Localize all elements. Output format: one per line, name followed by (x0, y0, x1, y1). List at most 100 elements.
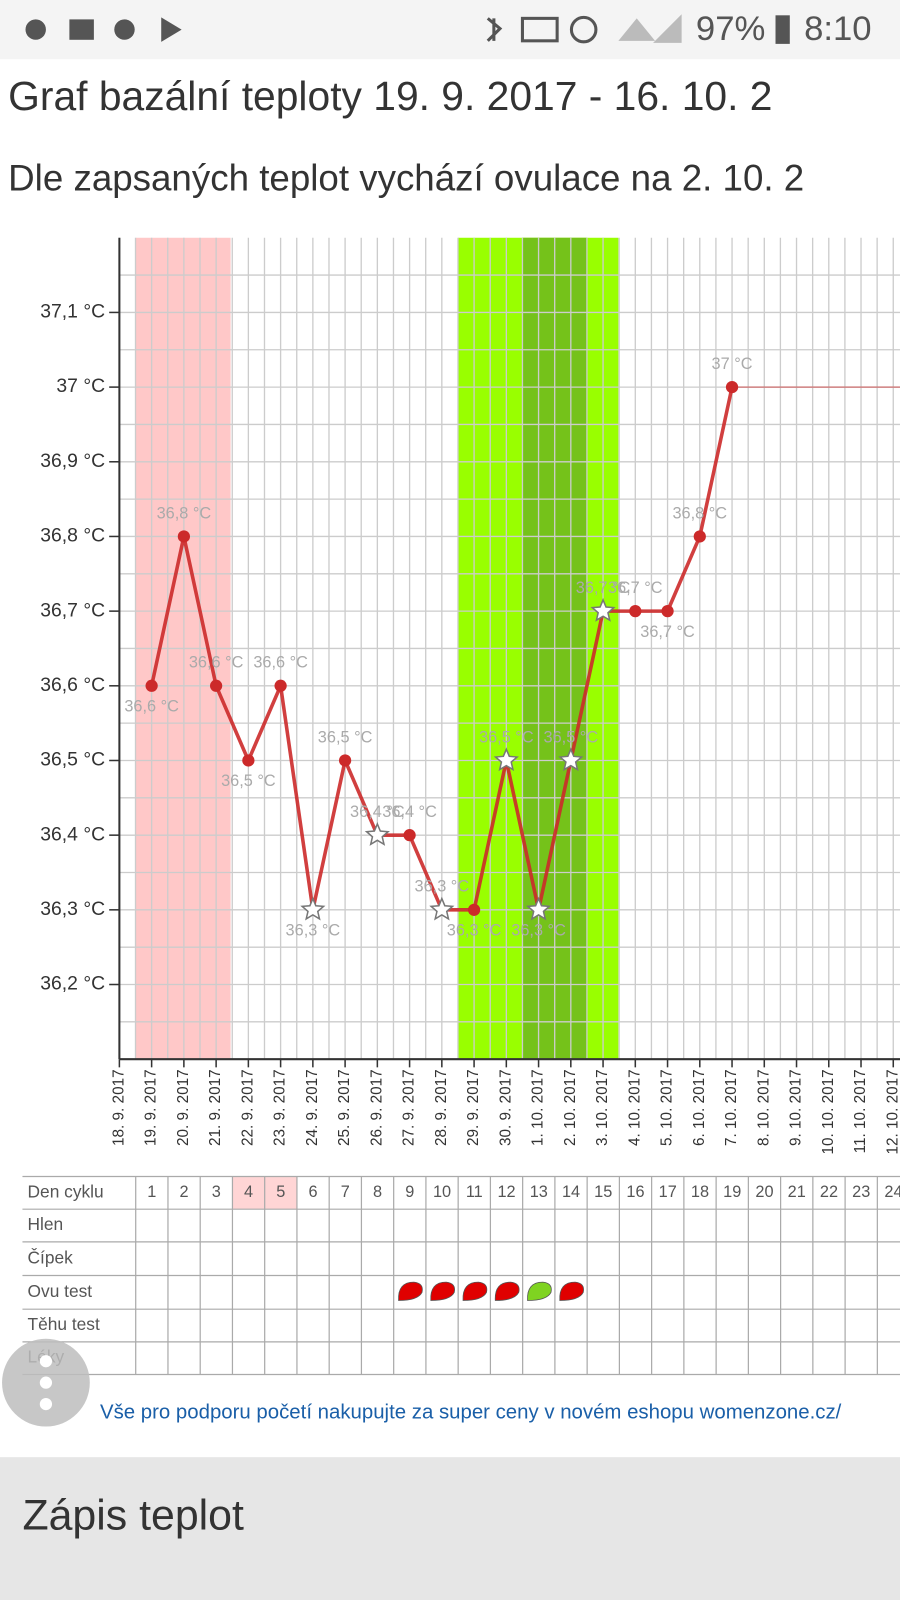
x-tick-label: 6. 10. 2017 (691, 1069, 708, 1146)
alarm-icon (569, 15, 598, 44)
x-tick-label: 23. 9. 2017 (272, 1069, 289, 1146)
value-label: 36,7 °C (608, 579, 663, 597)
x-tick-label: 25. 9. 2017 (336, 1069, 353, 1146)
value-label: 36,3 °C (415, 878, 470, 896)
shop-link[interactable]: Vše pro podporu početí nakupujte za supe… (100, 1402, 842, 1424)
row-label: Čípek (28, 1247, 74, 1267)
value-label: 36,7 °C (640, 623, 695, 641)
value-label: 36,4 °C (350, 803, 405, 821)
data-point (403, 829, 416, 842)
x-tick-label: 21. 9. 2017 (207, 1069, 224, 1146)
cycle-day: 5 (276, 1183, 285, 1201)
x-tick-label: 24. 9. 2017 (304, 1069, 321, 1146)
star-point (558, 747, 584, 772)
cycle-day: 20 (755, 1183, 773, 1201)
value-label: 36,5 °C (479, 728, 534, 746)
star-point (493, 747, 519, 772)
value-label: 36,8 °C (157, 504, 212, 522)
plot: 36,2 °C 36,3 °C 36,4 °C 36,5 °C 36,6 °C 36,7 … (40, 237, 900, 1154)
x-tick-label: 29. 9. 2017 (465, 1069, 482, 1146)
wifi-icon (618, 18, 656, 41)
y-tick-label: 36,6 °C (40, 674, 105, 696)
ovu-test-icon (494, 1281, 520, 1301)
cycle-day: 13 (530, 1183, 548, 1201)
ovu-test-icon (398, 1281, 423, 1301)
ovu-test-icon (462, 1281, 488, 1301)
dot (39, 1355, 53, 1368)
x-tick-label: 4. 10. 2017 (626, 1069, 643, 1146)
page-title: Graf bazální teploty 19. 9. 2017 - 16. 1… (8, 73, 772, 119)
dot (39, 1376, 53, 1389)
data-point (629, 605, 642, 618)
cycle-day: 11 (466, 1183, 483, 1201)
value-label: 36,6 °C (189, 654, 244, 672)
x-tick-label: 2. 10. 2017 (562, 1069, 579, 1146)
value-label: 36,6 °C (253, 654, 308, 672)
cycle-day: 10 (433, 1183, 451, 1201)
data-point (145, 679, 158, 692)
mute-icon (520, 16, 559, 43)
data-point (467, 903, 481, 916)
cycle-day: 16 (626, 1183, 644, 1201)
star-point (300, 896, 326, 921)
icon (69, 19, 94, 40)
value-label: 37 °C (712, 355, 753, 373)
cycle-day: 24 (884, 1183, 900, 1201)
y-tick-label: 37 °C (56, 375, 105, 397)
icon (25, 19, 46, 40)
star-point (525, 896, 552, 921)
data-point (338, 754, 352, 767)
y-tick-label: 36,3 °C (40, 898, 105, 920)
row-label: Těhu test (28, 1314, 100, 1334)
data-point (725, 380, 739, 394)
value-label: 36,4 °C (382, 803, 437, 821)
x-tick-label: 27. 9. 2017 (401, 1069, 418, 1146)
cycle-day: 1 (147, 1183, 156, 1201)
x-tick-label: 19. 9. 2017 (143, 1069, 160, 1146)
bluetooth-icon (486, 17, 503, 42)
dot (39, 1397, 53, 1411)
value-label: 36,6 °C (124, 698, 179, 716)
value-label: 36,8 °C (672, 504, 727, 522)
x-tick-label: 11. 10. 2017 (852, 1069, 869, 1153)
value-label: 36,7 °C (576, 579, 631, 597)
cycle-day: 17 (659, 1183, 677, 1201)
cycle-day: 14 (562, 1183, 580, 1201)
ovu-test-icon (527, 1281, 552, 1301)
x-tick-label: 30. 9. 2017 (497, 1069, 514, 1146)
data-point (693, 530, 706, 543)
icon (161, 17, 182, 42)
value-label: 36,5 °C (221, 772, 276, 790)
y-tick-label: 36,7 °C (40, 599, 105, 621)
icon (114, 19, 135, 40)
cycle-day: 6 (309, 1183, 318, 1201)
value-label: 36,3 °C (286, 922, 341, 940)
x-tick-label: 9. 10. 2017 (788, 1069, 805, 1146)
y-tick-label: 36,9 °C (40, 450, 105, 472)
data-point (210, 679, 223, 692)
cycle-day: 21 (788, 1183, 806, 1201)
section-header (0, 1457, 900, 1600)
cycle-day: 22 (820, 1183, 838, 1201)
star-point (429, 896, 455, 921)
status-bar (0, 0, 900, 60)
cycle-day: 18 (691, 1183, 709, 1201)
x-tick-label: 28. 9. 2017 (433, 1069, 450, 1146)
cycle-day: 7 (341, 1183, 350, 1201)
battery-level: 97% (696, 10, 765, 48)
x-tick-label: 20. 9. 2017 (175, 1069, 192, 1146)
star-point (590, 597, 616, 622)
x-tick-label: 3. 10. 2017 (594, 1069, 611, 1146)
value-label: 36,5 °C (318, 728, 373, 746)
data-point (661, 605, 674, 618)
cycle-day: 23 (852, 1183, 870, 1201)
cycle-day: 8 (373, 1183, 382, 1201)
x-tick-label: 8. 10. 2017 (755, 1069, 772, 1146)
cycle-day: 4 (244, 1183, 253, 1201)
cycle-day: 15 (594, 1183, 612, 1201)
y-tick-label: 36,8 °C (40, 525, 105, 547)
section-title: Zápis teplot (22, 1492, 244, 1540)
